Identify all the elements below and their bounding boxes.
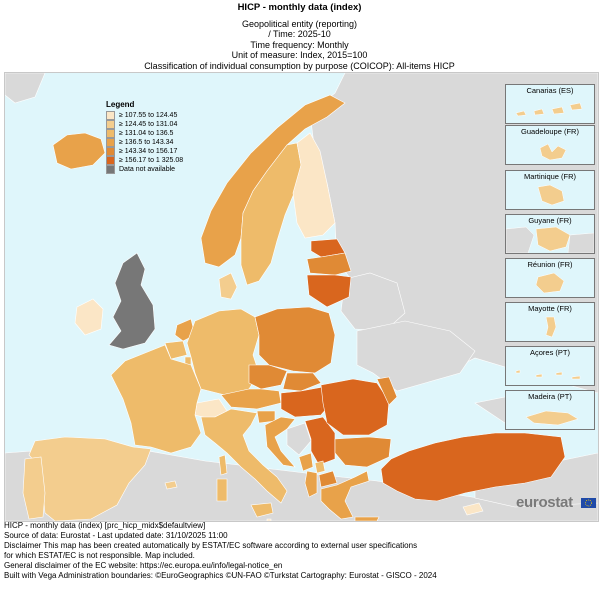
subtitle-line-1: Geopolitical entity (reporting): [241, 18, 358, 29]
country-austria[interactable]: [220, 388, 282, 410]
country-kosovo[interactable]: [314, 460, 326, 474]
footer-disclaimer: Disclaimer This map has been created aut…: [4, 541, 418, 550]
legend-item: ≥ 156.17 to 1 325.08: [106, 156, 214, 165]
legend-title: Legend: [106, 100, 135, 109]
country-greece[interactable]: [320, 470, 370, 520]
legend-label: ≥ 107.55 to 124.45: [119, 112, 178, 119]
legend-swatch: [106, 120, 115, 129]
legend-item: ≥ 131.04 to 136.5: [106, 129, 214, 138]
subtitle-line-2: / Time: 2025-10: [268, 29, 331, 39]
country-romania[interactable]: [320, 378, 390, 436]
map-legend: Legend ≥ 107.55 to 124.45 ≥ 124.45 to 131…: [106, 100, 214, 174]
legend-label: ≥ 124.45 to 131.04: [119, 121, 178, 128]
inset-canarias[interactable]: Canarias (ES): [505, 84, 595, 124]
country-denmark[interactable]: [218, 272, 238, 300]
region-belarus: [340, 272, 406, 332]
legend-swatch: [106, 165, 115, 174]
country-bosnia: [286, 422, 312, 456]
country-croatia[interactable]: [264, 416, 296, 468]
legend-label: ≥ 143.34 to 156.17: [119, 148, 178, 155]
legend-item: ≥ 136.5 to 143.34: [106, 138, 214, 147]
country-spain-balearics[interactable]: [164, 480, 178, 490]
inset-reunion[interactable]: Réunion (FR): [505, 258, 595, 298]
footer-credits: Built with Vega Administration boundarie…: [4, 571, 437, 580]
inset-panels: Canarias (ES) Guadeloupe (FR) Martinique…: [505, 84, 595, 504]
country-malta[interactable]: [266, 518, 272, 521]
inset-acores[interactable]: Açores (PT): [505, 346, 595, 386]
inset-martinique[interactable]: Martinique (FR): [505, 170, 595, 210]
subtitle-line-5: Classification of individual consumption…: [144, 60, 455, 71]
legend-swatch: [106, 138, 115, 147]
country-moldova[interactable]: [376, 376, 398, 406]
inset-label: Guadeloupe (FR): [521, 127, 579, 136]
legend-swatch: [106, 129, 115, 138]
country-italy-sicily[interactable]: [250, 502, 274, 518]
footer-source: Source of data: Eurostat - Last updated …: [4, 531, 228, 540]
inset-guadeloupe[interactable]: Guadeloupe (FR): [505, 125, 595, 165]
inset-label: Réunion (FR): [527, 260, 573, 269]
country-albania[interactable]: [304, 470, 318, 498]
country-greece-crete[interactable]: [354, 516, 380, 521]
inset-label: Guyane (FR): [528, 216, 572, 225]
country-latvia[interactable]: [306, 252, 352, 276]
inset-guyane[interactable]: Guyane (FR): [505, 214, 595, 254]
subtitle-line-4: Unit of measure: Index, 2015=100: [231, 50, 368, 60]
map-header: HICP - monthly data (index) Geopolitical…: [0, 0, 599, 71]
legend-item: ≥ 107.55 to 124.45: [106, 111, 214, 120]
country-slovakia[interactable]: [282, 372, 322, 392]
country-italy[interactable]: [200, 408, 288, 504]
country-north-macedonia[interactable]: [318, 470, 338, 488]
inset-label: Mayotte (FR): [528, 304, 572, 313]
country-ireland[interactable]: [74, 298, 104, 336]
inset-mayotte[interactable]: Mayotte (FR): [505, 302, 595, 342]
inset-label: Canarias (ES): [526, 86, 574, 95]
legend-swatch: [106, 111, 115, 120]
footer-legal-link[interactable]: General disclaimer of the EC website: ht…: [4, 561, 283, 570]
legend-item: Data not available: [106, 165, 214, 174]
eurostat-logo: eurostat: [516, 494, 573, 511]
country-united-kingdom[interactable]: [108, 252, 156, 350]
legend-item: ≥ 143.34 to 156.17: [106, 147, 214, 156]
map-title: HICP - monthly data (index): [237, 2, 362, 13]
country-italy-sardinia[interactable]: [216, 478, 228, 502]
legend-label: Data not available: [119, 166, 176, 173]
legend-item: ≥ 124.45 to 131.04: [106, 120, 214, 129]
region-ukraine: [356, 320, 476, 392]
map-footer: HICP - monthly data (index) [prc_hicp_mi…: [4, 521, 484, 581]
country-portugal[interactable]: [22, 456, 46, 520]
country-poland[interactable]: [254, 306, 336, 374]
map-frame[interactable]: [4, 72, 599, 522]
inset-label: Martinique (FR): [523, 172, 577, 181]
country-france-corsica[interactable]: [218, 454, 228, 476]
country-bulgaria[interactable]: [334, 436, 392, 468]
country-montenegro[interactable]: [298, 452, 314, 472]
legend-swatch: [106, 156, 115, 165]
country-finland[interactable]: [292, 132, 336, 239]
inset-label: Açores (PT): [529, 348, 570, 357]
legend-rows: ≥ 107.55 to 124.45 ≥ 124.45 to 131.04 ≥ 13…: [106, 111, 214, 174]
country-cyprus[interactable]: [462, 502, 484, 516]
inset-label: Madeira (PT): [528, 392, 572, 401]
legend-label: ≥ 156.17 to 1 325.08: [119, 157, 184, 164]
country-serbia[interactable]: [304, 416, 336, 466]
region-greenland-edge: [5, 73, 46, 104]
europe-map[interactable]: [5, 73, 598, 521]
country-iceland[interactable]: [52, 132, 106, 170]
country-france[interactable]: [110, 344, 202, 454]
eu-flag-icon: [581, 498, 596, 508]
legend-label: ≥ 136.5 to 143.34: [119, 139, 174, 146]
country-czechia[interactable]: [248, 364, 288, 390]
footer-disclaimer-2: for which ESTAT/EC is not responsible. M…: [4, 551, 195, 560]
legend-swatch: [106, 147, 115, 156]
country-lithuania[interactable]: [306, 274, 352, 308]
subtitle-line-3: Time frequency: Monthly: [250, 39, 349, 50]
country-turkey[interactable]: [380, 432, 566, 502]
inset-madeira[interactable]: Madeira (PT): [505, 390, 595, 430]
footer-dataset: HICP - monthly data (index) [prc_hicp_mi…: [4, 521, 206, 530]
legend-label: ≥ 131.04 to 136.5: [119, 130, 174, 137]
